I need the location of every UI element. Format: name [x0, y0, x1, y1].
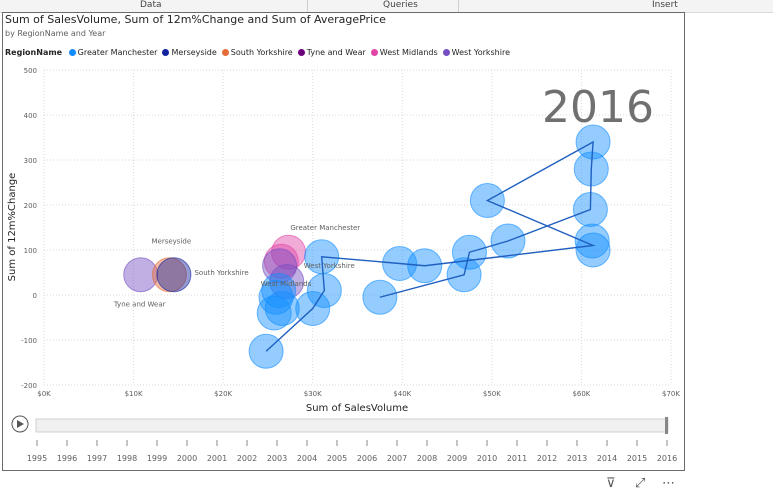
focus-mode-icon[interactable]: ⤢ — [635, 476, 646, 491]
legend-dot — [370, 49, 378, 56]
scatter-visual-container[interactable] — [2, 12, 685, 471]
legend-label: RegionName — [5, 48, 63, 57]
tab-data[interactable]: Data — [140, 0, 162, 10]
legend-dot — [162, 49, 170, 56]
tab-insert[interactable]: Insert — [652, 0, 678, 10]
legend-dot — [221, 49, 229, 56]
legend-item[interactable]: West Midlands — [370, 48, 438, 57]
legend-item-label: Tyne and Wear — [306, 48, 366, 57]
legend-item[interactable]: Greater Manchester — [68, 48, 158, 57]
tab-separator — [307, 0, 308, 12]
legend-dot — [297, 49, 305, 56]
legend-item-label: South Yorkshire — [230, 48, 293, 57]
filter-icon[interactable]: ⊽ — [606, 476, 616, 491]
legend-dot — [68, 49, 76, 56]
legend-item-label: Greater Manchester — [77, 48, 158, 57]
legend-item-label: Merseyside — [171, 48, 217, 57]
tab-separator — [458, 0, 459, 12]
legend-item-label: West Yorkshire — [451, 48, 511, 57]
chart-title: Sum of SalesVolume, Sum of 12m%Change an… — [5, 13, 386, 26]
legend-dot — [442, 49, 450, 56]
legend-item[interactable]: South Yorkshire — [221, 48, 293, 57]
more-options-icon[interactable]: ⋯ — [662, 476, 675, 491]
legend-item-label: West Midlands — [379, 48, 438, 57]
legend-item[interactable]: West Yorkshire — [442, 48, 511, 57]
legend: RegionName Greater Manchester Merseyside S… — [5, 48, 515, 60]
chart-subtitle: by RegionName and Year — [5, 29, 106, 38]
legend-item[interactable]: Tyne and Wear — [297, 48, 366, 57]
tab-queries[interactable]: Queries — [383, 0, 418, 10]
legend-item[interactable]: Merseyside — [162, 48, 217, 57]
